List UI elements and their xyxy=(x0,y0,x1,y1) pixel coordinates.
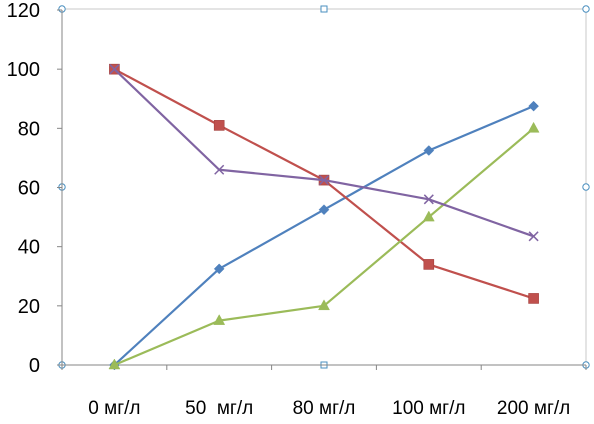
y-tick-label: 100 xyxy=(7,59,40,81)
series-3 xyxy=(108,121,540,370)
series-3-point xyxy=(318,299,330,311)
y-tick-label: 20 xyxy=(18,296,40,318)
x-marker-stroke xyxy=(528,231,539,242)
x-marker-stroke xyxy=(109,64,120,75)
y-tick-label: 0 xyxy=(29,355,40,377)
y-tick-label: 40 xyxy=(18,237,40,259)
x-tick-label: 50 мг/л xyxy=(185,398,253,419)
chart-axes xyxy=(57,9,587,370)
series-3-line xyxy=(113,127,535,367)
y-tick-label: 120 xyxy=(7,0,40,22)
series-2-point xyxy=(423,259,435,270)
series-3-point xyxy=(213,314,226,325)
x-marker-stroke xyxy=(423,194,434,205)
x-axis-tick-labels: 0 мг/л 50 мг/л 80 мг/л 100 мг/л 200 мг/л xyxy=(88,398,570,419)
series-1-point xyxy=(528,100,539,112)
y-tick-label: 60 xyxy=(18,178,40,200)
chart-series xyxy=(108,63,540,371)
x-marker-stroke xyxy=(214,164,225,175)
x-tick-label: 80 мг/л xyxy=(293,398,356,419)
x-marker-stroke xyxy=(318,175,330,186)
series-3-point xyxy=(527,121,540,133)
series-2-point xyxy=(528,293,539,304)
x-tick-label: 0 мг/л xyxy=(88,398,140,419)
chart-selection-frame[interactable] xyxy=(58,5,590,369)
selection-border[interactable] xyxy=(61,8,587,366)
resize-handle-corner[interactable] xyxy=(582,5,590,13)
series-4-point xyxy=(423,194,434,205)
series-4-point xyxy=(109,64,120,75)
y-axis-tick-labels: 0 20 40 60 80 100 120 xyxy=(7,0,40,377)
y-tick-label: 80 xyxy=(18,118,40,140)
series-3-point xyxy=(108,358,121,370)
series-1-point xyxy=(318,204,330,216)
series-1-point xyxy=(213,263,225,275)
series-2 xyxy=(109,63,539,304)
series-4-point xyxy=(318,175,330,186)
series-4-point xyxy=(214,164,225,175)
resize-handle-side[interactable] xyxy=(320,5,328,13)
series-1-line xyxy=(113,105,535,366)
x-tick-label: 200 мг/л xyxy=(497,398,570,419)
series-1 xyxy=(109,100,539,371)
series-3-point xyxy=(422,210,435,222)
series-2-point xyxy=(213,120,225,131)
series-1-point xyxy=(423,145,435,156)
series-4-point xyxy=(528,231,539,242)
series-4 xyxy=(109,64,539,242)
resize-handle-side[interactable] xyxy=(582,183,590,191)
x-tick-label: 100 мг/л xyxy=(392,398,465,419)
